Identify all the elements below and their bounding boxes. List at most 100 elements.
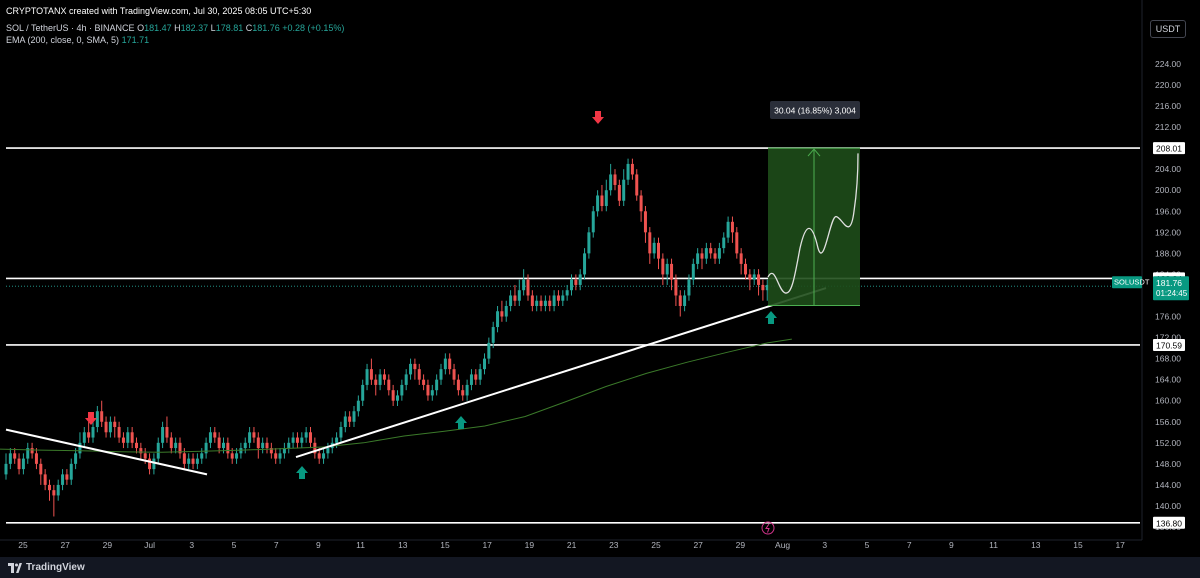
candle-body [456,379,460,391]
candle [491,321,495,349]
candle-body [195,458,199,464]
candle [56,479,60,501]
projected-price-path[interactable] [767,153,859,294]
candle [261,437,265,454]
currency-unit-button[interactable]: USDT [1150,20,1186,38]
time-tick-label: 13 [398,540,408,550]
candle [422,374,426,391]
descending-trendline[interactable] [5,428,208,476]
level-price-badge [1153,142,1185,155]
time-tick-label: 5 [232,540,237,550]
candle-body [30,448,34,454]
candle [730,216,734,243]
candle-body [461,390,465,396]
candle [678,290,682,317]
time-tick-label: Aug [775,540,790,550]
candle [243,437,247,454]
candle [339,421,343,443]
candle [587,227,591,259]
candle-body [643,211,647,233]
candle [374,374,378,396]
candle [452,363,456,385]
candle [61,469,65,491]
time-tick-label: 15 [1073,540,1083,550]
candle [361,379,365,406]
ascending-trendline[interactable] [295,287,827,458]
candle-body [265,442,269,449]
candle [309,427,312,449]
candle [169,432,173,454]
candle-body [322,453,326,459]
candle-body [313,442,317,454]
candle [639,190,643,222]
candle [291,432,295,449]
candle [313,437,317,459]
candle [752,269,756,285]
candle-body [709,248,713,254]
candle-body [483,358,486,370]
event-marker-icon[interactable] [761,521,775,535]
candle [265,437,269,454]
candle-body [400,384,404,396]
candle [461,384,465,401]
candle [378,369,382,391]
candle [570,274,573,296]
candle [343,411,347,433]
candle-body [300,437,304,443]
candle-body [291,437,295,443]
candle [517,279,521,306]
time-tick-label: 25 [18,540,28,550]
candle [252,427,256,443]
candle [396,390,399,406]
candle [356,395,360,417]
candle [126,427,130,449]
time-tick-label: 5 [865,540,870,550]
candle-body [382,374,386,380]
candle [583,248,587,280]
candle-body [587,232,591,254]
candle [282,442,286,459]
candle [117,421,121,443]
candle-body [95,411,99,428]
candle [757,269,761,296]
candle-body [295,437,299,443]
candle [156,437,160,464]
candle-body [169,437,173,449]
candle [278,448,282,464]
ema-label: EMA (200, close, 0, SMA, 5) [6,35,120,45]
candle [87,421,91,443]
candle [200,448,204,464]
candle [670,258,674,291]
candle [622,169,626,207]
down-arrow-icon [592,111,604,124]
candle [526,274,530,301]
candle [400,379,404,401]
candle [4,453,8,480]
countdown-label: 01:24:45 [1156,289,1188,298]
candle-body [530,295,534,306]
close-label: C [245,23,253,33]
price-tick-label: 196.00 [1155,206,1181,216]
candle [135,437,138,454]
price-tick-label: 212.00 [1155,122,1181,132]
candle-body [252,432,256,438]
candle [496,305,500,333]
candle-body [396,395,399,401]
time-tick-label: 21 [567,540,577,550]
candle-body [635,174,639,196]
candle-body [722,237,726,249]
candle-body [213,432,217,438]
candle [426,379,430,401]
candle-body [478,369,482,380]
candle-body [726,221,730,238]
candle [326,442,330,459]
candle [574,274,578,291]
candle-body [309,432,312,443]
candle [456,374,460,396]
time-tick-label: 17 [482,540,492,550]
candle [417,363,421,385]
candle [34,448,38,470]
candle [269,442,273,459]
